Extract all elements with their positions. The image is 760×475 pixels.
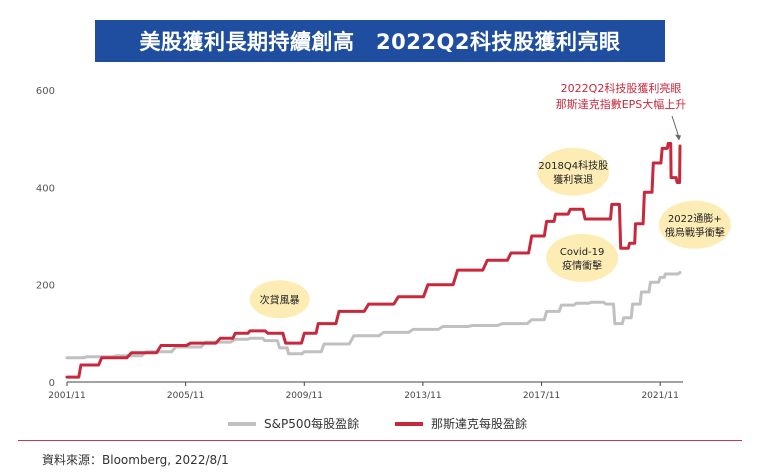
series-line-nasdaq (65, 142, 682, 379)
x-tick-label: 2001/11 (48, 391, 85, 401)
annotation-text: 獲利衰退 (553, 173, 593, 186)
highlight-arrow (671, 115, 680, 138)
annotation-text: 2022通膨+ (668, 212, 722, 225)
annotation-text: 俄烏戰爭衝擊 (665, 226, 725, 239)
y-tick-label: 400 (36, 183, 55, 194)
annotation-bubble (537, 147, 610, 196)
x-tick-label: 2021/11 (641, 391, 678, 401)
annotation-bubble (249, 280, 310, 319)
x-tick-label: 2013/11 (404, 391, 441, 401)
highlight-arrowhead (675, 134, 682, 141)
legend-label: S&P500每股盈餘 (264, 416, 359, 431)
series-line-sp500 (65, 271, 682, 360)
chart-title: 美股獲利長期持續創高 2022Q2科技股獲利亮眼 (95, 20, 665, 62)
highlight-text: 2022Q2科技股獲利亮眼 (561, 81, 682, 95)
y-tick-label: 600 (36, 86, 55, 97)
x-tick-label: 2017/11 (523, 391, 560, 401)
annotation-bubble (658, 200, 731, 249)
legend-label: 那斯達克每股盈餘 (431, 416, 527, 431)
legend-item-sp500: S&P500每股盈餘 (228, 416, 359, 431)
source-note: 資料來源：Bloomberg, 2022/8/1 (42, 453, 229, 467)
legend: S&P500每股盈餘 那斯達克每股盈餘 (228, 416, 527, 431)
legend-item-nasdaq: 那斯達克每股盈餘 (395, 416, 527, 431)
footer-divider (18, 440, 742, 441)
y-tick-label: 200 (36, 281, 55, 292)
annotation-text: Covid-19 (560, 247, 604, 258)
x-tick-label: 2005/11 (167, 391, 204, 401)
series-layer (65, 142, 682, 379)
x-tick-label: 2009/11 (286, 391, 323, 401)
annotation-text: 疫情衝擊 (562, 259, 602, 272)
annotation-text: 次貸風暴 (260, 293, 300, 306)
annotation-bubble (546, 233, 619, 282)
y-tick-label: 0 (49, 378, 55, 389)
annotation-text: 2018Q4科技股 (538, 159, 608, 172)
highlight-text: 那斯達克指數EPS大幅上升 (556, 97, 687, 111)
chart-axes: 0 200 400 600 2001/11 2005/11 2009/11 2013/11 20… (36, 86, 683, 401)
